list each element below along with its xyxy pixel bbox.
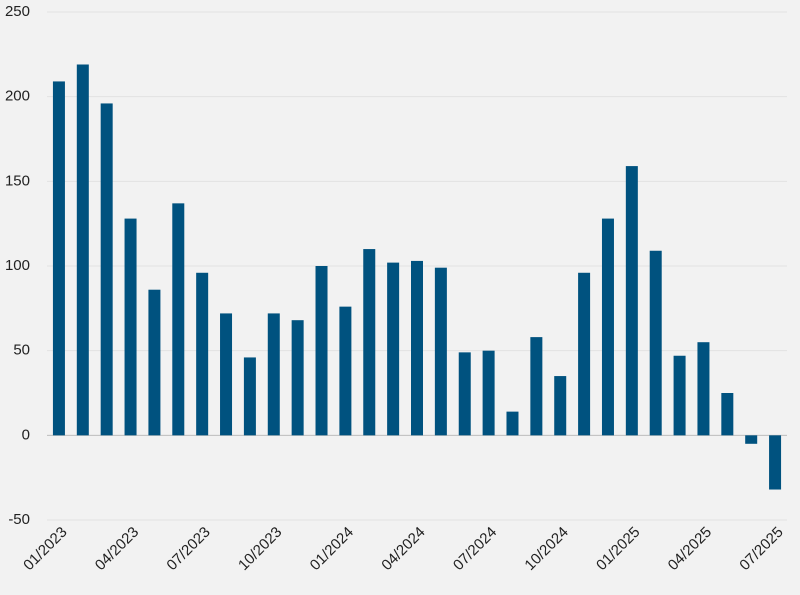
bar bbox=[649, 250, 662, 436]
bar bbox=[124, 218, 137, 436]
bar bbox=[601, 218, 614, 436]
bar bbox=[196, 272, 209, 436]
bar bbox=[387, 262, 400, 436]
bar bbox=[745, 435, 758, 444]
bar bbox=[434, 267, 447, 436]
bar bbox=[697, 342, 710, 436]
bar bbox=[506, 411, 519, 436]
bar bbox=[52, 81, 65, 436]
bar bbox=[291, 320, 304, 436]
bar bbox=[339, 306, 352, 436]
x-tick-label: 10/2024 bbox=[521, 524, 571, 574]
y-tick-label: 250 bbox=[5, 3, 30, 20]
y-tick-label: 50 bbox=[13, 342, 30, 359]
bar bbox=[482, 350, 495, 436]
bar bbox=[76, 64, 89, 436]
x-tick-label: 04/2025 bbox=[665, 524, 715, 574]
bar bbox=[673, 355, 686, 436]
bar bbox=[243, 357, 256, 436]
bar bbox=[530, 337, 543, 436]
y-tick-label: -50 bbox=[8, 511, 30, 528]
x-tick-label: 01/2024 bbox=[307, 524, 357, 574]
bar bbox=[458, 352, 471, 436]
bar bbox=[625, 166, 638, 436]
y-tick-label: 150 bbox=[5, 172, 30, 189]
bar bbox=[411, 260, 423, 436]
bar bbox=[578, 272, 591, 436]
y-tick-label: 0 bbox=[22, 426, 30, 443]
bar bbox=[220, 313, 233, 436]
x-tick-label: 04/2024 bbox=[378, 524, 428, 574]
bar bbox=[267, 313, 280, 436]
bar bbox=[148, 289, 161, 436]
bar bbox=[363, 249, 376, 436]
x-tick-label: 01/2025 bbox=[593, 524, 643, 574]
bar bbox=[721, 393, 734, 436]
x-tick-label: 07/2024 bbox=[450, 524, 500, 574]
bar bbox=[172, 203, 185, 436]
bar bbox=[315, 266, 328, 436]
bar bbox=[769, 435, 782, 490]
x-tick-label: 01/2023 bbox=[20, 524, 70, 574]
bar bbox=[100, 103, 113, 436]
bar bbox=[554, 376, 567, 436]
y-tick-label: 100 bbox=[5, 257, 30, 274]
x-tick-label: 07/2023 bbox=[163, 524, 213, 574]
x-tick-label: 04/2023 bbox=[92, 524, 142, 574]
x-tick-label: 10/2023 bbox=[235, 524, 285, 574]
x-tick-label: 07/2025 bbox=[736, 524, 786, 574]
y-tick-label: 200 bbox=[5, 88, 30, 105]
